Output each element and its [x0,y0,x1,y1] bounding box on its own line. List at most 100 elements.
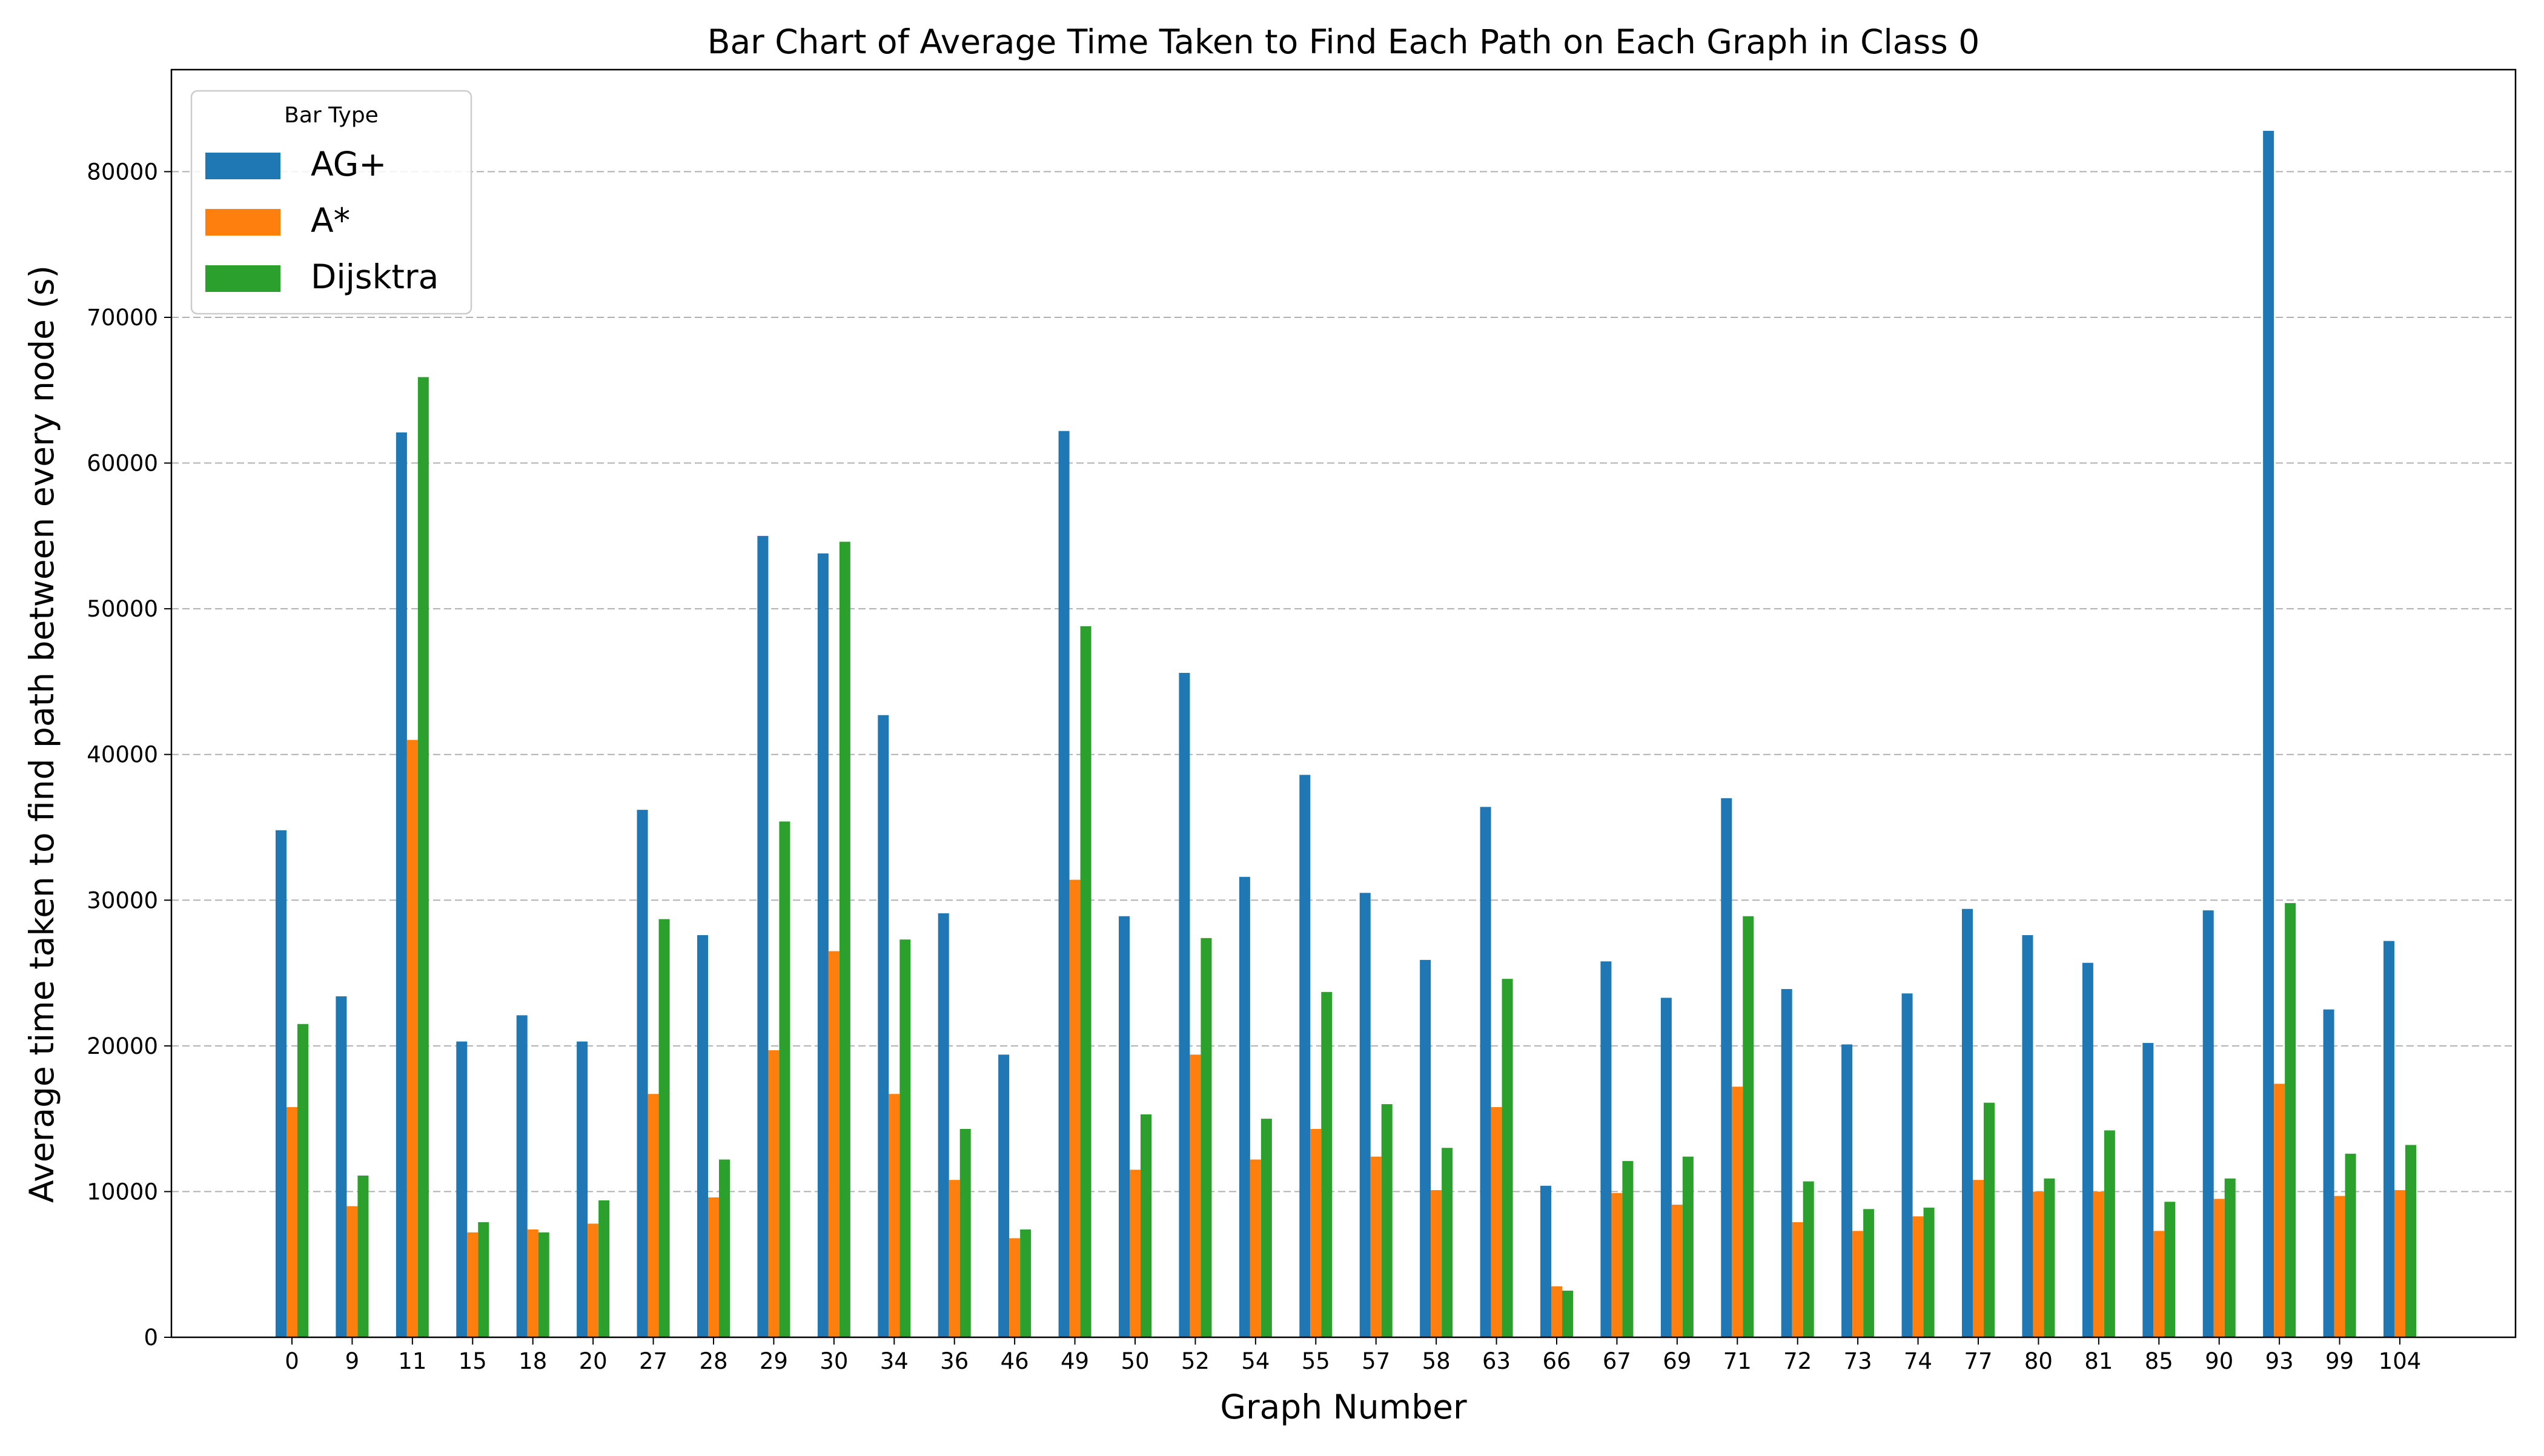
x-tick-label: 90 [2205,1348,2233,1374]
bar-dijsktra-34 [899,939,911,1337]
bar-ag-54 [1239,876,1250,1337]
bar-a-0 [287,1107,297,1337]
bar-a-57 [1370,1156,1382,1337]
bar-ag-66 [1540,1185,1551,1337]
bar-a-58 [1431,1190,1442,1337]
y-tick-label: 0 [144,1325,158,1351]
legend: Bar Type AG+ A* Dijsktra [190,90,472,315]
bar-ag-99 [2323,1009,2334,1337]
x-tick-label: 15 [459,1348,487,1374]
bar-a-55 [1310,1128,1322,1337]
bar-a-36 [949,1180,960,1337]
bar-dijsktra-72 [1803,1181,1814,1337]
bar-dijsktra-85 [2164,1202,2176,1337]
x-tick-label: 29 [760,1348,788,1374]
y-tick-label: 30000 [87,887,158,913]
bar-dijsktra-93 [2285,903,2296,1337]
bar-a-18 [527,1229,538,1337]
bar-a-27 [648,1094,659,1337]
x-tick-label: 74 [1904,1348,1932,1374]
x-tick-label: 67 [1603,1348,1631,1374]
bar-dijsktra-36 [959,1128,971,1337]
legend-swatch-a [205,209,280,236]
bar-dijsktra-54 [1260,1119,1272,1337]
bar-dijsktra-81 [2104,1130,2115,1337]
bar-dijsktra-55 [1321,991,1333,1337]
legend-box [190,90,472,315]
bar-a-93 [2274,1084,2285,1337]
x-tick-label: 71 [1723,1348,1752,1374]
bar-a-90 [2213,1199,2225,1337]
x-tick-label: 50 [1121,1348,1149,1374]
chart-title: Bar Chart of Average Time Taken to Find … [707,22,1980,61]
bar-ag-52 [1179,672,1190,1337]
x-tick-label: 11 [398,1348,426,1374]
bar-ag-57 [1359,893,1371,1337]
legend-items: AG+ A* Dijsktra [205,145,439,296]
bar-dijsktra-11 [417,377,429,1337]
bar-dijsktra-20 [598,1200,610,1337]
bar-dijsktra-50 [1141,1114,1151,1337]
x-tick-label: 104 [2379,1348,2422,1374]
bar-a-66 [1551,1286,1562,1337]
x-tick-label: 54 [1241,1348,1270,1374]
bar-dijsktra-66 [1562,1291,1573,1337]
y-axis-label: Average time taken to find path between … [22,265,61,1203]
bar-dijsktra-28 [719,1159,730,1337]
bar-a-30 [828,951,840,1337]
x-tick-label: 80 [2024,1348,2053,1374]
bar-a-77 [1973,1180,1984,1337]
bar-ag-20 [577,1041,588,1337]
bar-ag-18 [516,1015,528,1337]
bar-ag-29 [757,535,769,1337]
y-tick-label: 60000 [87,451,158,477]
bar-ag-27 [637,810,648,1337]
bar-a-71 [1732,1087,1743,1337]
bar-dijsktra-52 [1201,938,1212,1337]
bar-ag-34 [878,715,889,1337]
bar-a-28 [708,1197,719,1337]
x-tick-label: 30 [820,1348,848,1374]
bar-dijsktra-29 [779,821,790,1337]
x-tick-label: 0 [285,1348,299,1374]
y-tick-label: 70000 [87,305,158,331]
bar-ag-69 [1660,998,1672,1337]
legend-swatch-ag [205,153,280,179]
bar-ag-9 [336,996,347,1337]
x-tick-label: 77 [1964,1348,1992,1374]
plot-frame [170,68,2517,1339]
x-tick-label: 72 [1783,1348,1812,1374]
x-tick-label: 46 [1001,1348,1029,1374]
x-tick-label: 49 [1061,1348,1089,1374]
bar-ag-81 [2082,962,2093,1337]
bar-ag-74 [1901,993,1913,1337]
bar-a-50 [1130,1170,1141,1337]
bar-dijsktra-0 [297,1024,308,1337]
bar-dijsktra-69 [1682,1156,1694,1337]
x-tick-label: 55 [1302,1348,1330,1374]
y-tick-label: 20000 [87,1033,158,1059]
bar-dijsktra-57 [1381,1104,1393,1337]
bar-dijsktra-46 [1020,1229,1032,1337]
bar-ag-90 [2202,910,2214,1337]
x-tick-label: 18 [518,1348,547,1374]
x-tick-label: 27 [639,1348,667,1374]
x-tick-label: 52 [1181,1348,1210,1374]
x-tick-label: 85 [2145,1348,2173,1374]
bar-ag-85 [2142,1043,2154,1337]
x-tick-label: 28 [699,1348,727,1374]
bar-a-46 [1009,1238,1021,1337]
x-tick-label: 36 [940,1348,969,1374]
x-tick-label: 81 [2084,1348,2113,1374]
bar-dijsktra-30 [839,541,850,1337]
bar-ag-30 [817,553,829,1338]
bar-ag-71 [1721,798,1732,1337]
bar-a-69 [1671,1205,1683,1337]
bar-ag-0 [276,830,287,1337]
bar-dijsktra-67 [1622,1160,1634,1337]
legend-swatch-dijsktra [205,265,280,292]
bar-dijsktra-49 [1080,626,1091,1337]
bar-a-11 [406,740,418,1337]
